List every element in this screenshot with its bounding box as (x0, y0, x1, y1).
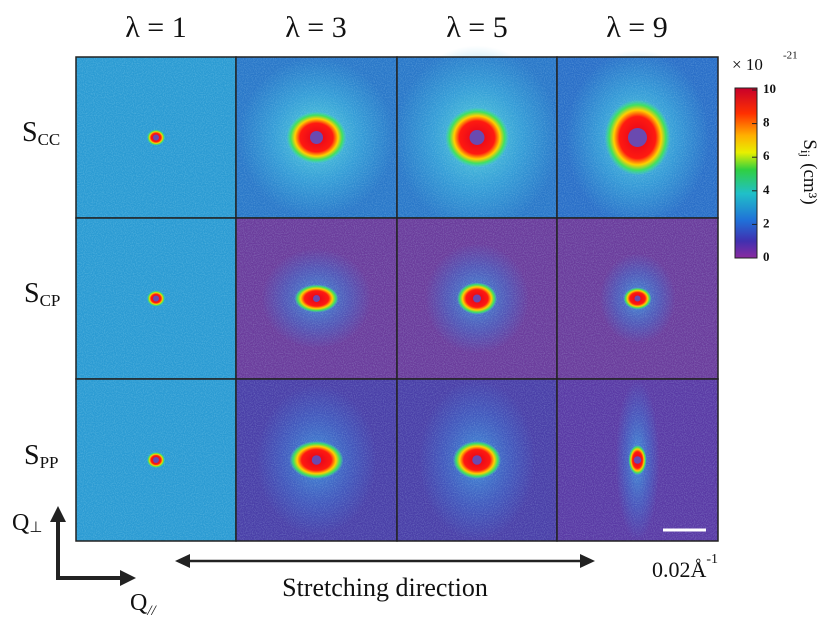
beam-stop (469, 130, 485, 145)
colorbar: × 10 -21 10 8 6 4 2 0 Sij(cm³) (732, 50, 820, 264)
row-label: SPP (24, 440, 59, 471)
row-labels: SCC SCP SPP (22, 117, 60, 471)
q-axes (50, 506, 136, 586)
row-label: SCP (24, 278, 60, 309)
q-par-label: Q// (130, 590, 158, 620)
beam-stop (313, 295, 320, 302)
panel (556, 378, 719, 542)
beam-stop (311, 455, 322, 465)
q-perp-label: Q⊥ (12, 510, 42, 537)
column-header: λ = 3 (285, 11, 346, 44)
beam-stop (153, 295, 159, 302)
column-header: λ = 5 (446, 11, 507, 44)
column-header: λ = 9 (606, 11, 667, 44)
panel (396, 217, 558, 380)
colorbar-tick-label: 8 (763, 115, 770, 130)
panel (235, 217, 398, 380)
colorbar-label: Sij(cm³) (798, 139, 820, 204)
panel (395, 45, 559, 230)
colorbar-tick-label: 0 (763, 249, 770, 264)
scattering-panels (75, 45, 719, 542)
panel (556, 49, 719, 226)
panel (556, 217, 719, 380)
panel (235, 56, 398, 219)
beam-stop (310, 131, 323, 144)
column-header: λ = 1 (125, 11, 186, 44)
colorbar-tick-label: 6 (763, 148, 770, 163)
panel-border (556, 378, 719, 542)
row-label: SCC (22, 117, 60, 148)
panel (75, 217, 237, 380)
colorbar-exponent: -21 (783, 50, 798, 62)
stretching-arrow (175, 554, 595, 568)
panel (75, 56, 237, 219)
beam-stop (473, 294, 481, 303)
colorbar-scale (734, 87, 758, 259)
scale-bar-label: 0.02Å-1 (652, 552, 718, 582)
colorbar-tick-label: 10 (763, 81, 776, 96)
beam-stop (153, 134, 159, 141)
panel (235, 378, 398, 542)
beam-stop (634, 295, 641, 302)
beam-stop (153, 457, 159, 463)
colorbar-multiplier: × 10 (732, 55, 763, 74)
beam-stop (628, 128, 647, 147)
stretching-label: Stretching direction (282, 573, 488, 602)
panel (75, 378, 237, 542)
colorbar-tick-label: 4 (763, 182, 770, 197)
column-headers: λ = 1 λ = 3 λ = 5 λ = 9 (125, 11, 667, 44)
beam-stop (472, 455, 482, 465)
colorbar-tick-label: 2 (763, 215, 770, 230)
beam-stop (633, 456, 642, 464)
panel (396, 378, 558, 542)
